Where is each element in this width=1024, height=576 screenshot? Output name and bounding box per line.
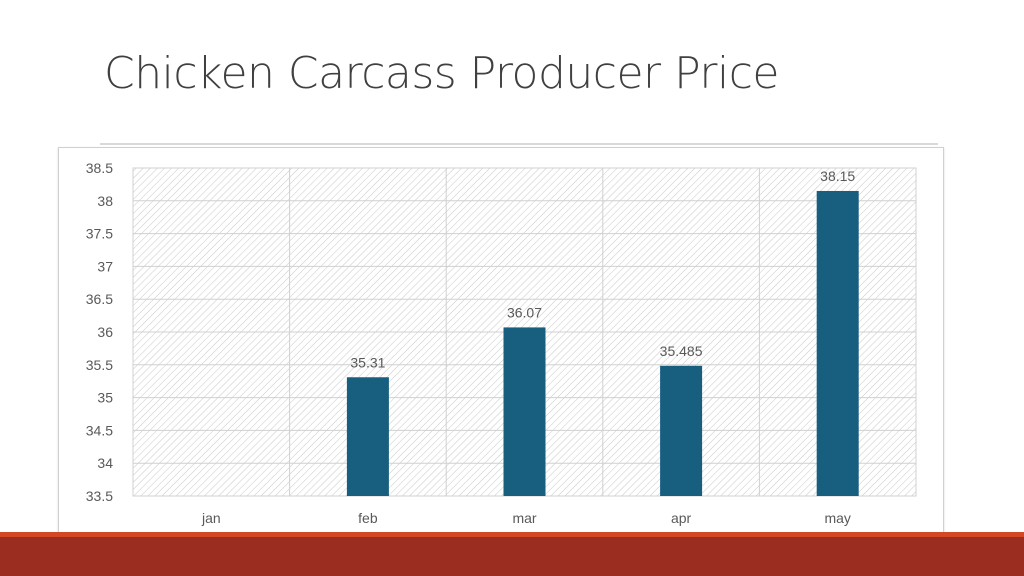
y-tick-label: 33.5 xyxy=(86,488,113,504)
footer-stripe xyxy=(0,532,1024,537)
y-tick-label: 36 xyxy=(97,324,113,340)
y-tick-label: 37.5 xyxy=(86,226,113,242)
title-divider xyxy=(100,143,938,145)
slide-title: Chicken Carcass Producer Price xyxy=(104,48,779,99)
x-tick-label: may xyxy=(824,510,850,526)
x-tick-label: feb xyxy=(358,510,378,526)
data-label: 38.15 xyxy=(820,168,855,184)
bar-may xyxy=(816,190,859,496)
data-label: 35.31 xyxy=(350,354,385,370)
bar-feb xyxy=(346,377,389,496)
x-tick-label: mar xyxy=(512,510,536,526)
y-tick-label: 34 xyxy=(97,455,113,471)
y-tick-label: 35 xyxy=(97,390,113,406)
y-tick-label: 37 xyxy=(97,258,113,274)
data-label: 35.485 xyxy=(660,343,703,359)
data-label: 36.07 xyxy=(507,304,542,320)
x-tick-label: jan xyxy=(201,510,221,526)
y-tick-label: 35.5 xyxy=(86,357,113,373)
y-tick-label: 38.5 xyxy=(86,160,113,176)
y-tick-label: 36.5 xyxy=(86,291,113,307)
y-tick-label: 34.5 xyxy=(86,422,113,438)
x-tick-label: apr xyxy=(671,510,692,526)
y-tick-label: 38 xyxy=(97,193,113,209)
bar-apr xyxy=(660,365,703,496)
footer-band xyxy=(0,537,1024,576)
bar-mar xyxy=(503,327,546,496)
